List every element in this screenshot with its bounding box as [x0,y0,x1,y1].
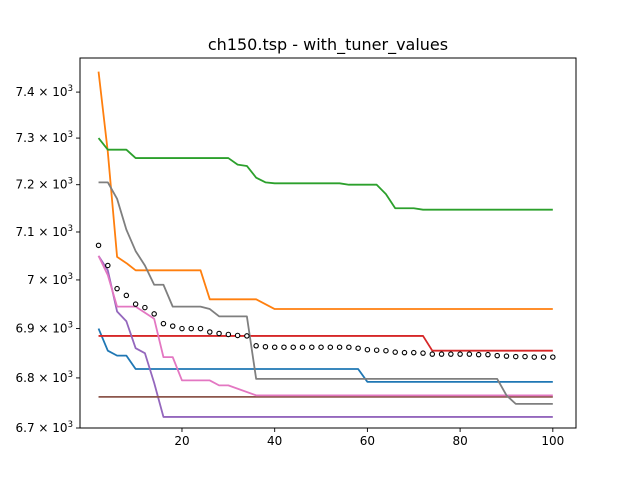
series-9-point-50 [550,354,556,360]
series-9-point-8 [160,320,167,327]
series-9-point-26 [327,344,334,350]
series-9-point-45 [503,353,510,359]
series-4-line [98,335,553,352]
series-9-point-24 [309,344,315,350]
series-9-point-23 [299,344,306,350]
series-9-point-22 [290,344,296,350]
series-9-point-44 [494,352,500,359]
series-9-point-39 [448,351,454,357]
series-9-point-38 [438,351,445,357]
y-tick-label-6: 7.2 × 103 [16,177,73,192]
x-tick-label-5: 100 [541,434,564,448]
series-9-point-1 [95,242,102,249]
plot-area [95,71,556,418]
series-9-point-9 [169,323,176,329]
series-9-point-7 [151,311,157,317]
series-8-line [98,181,553,405]
series-2-line [97,71,553,310]
series-9-point-29 [355,345,361,351]
series-9-point-36 [420,350,426,356]
series-9-point-42 [475,351,482,358]
series-9-point-33 [392,349,398,355]
x-axis: 20 40 60 80 100 [174,428,564,448]
series-9-point-4 [123,292,130,299]
series-9-point-18 [253,343,259,349]
series-9-point-32 [383,347,389,354]
series-9-point-10 [179,325,185,332]
series-7-line [97,255,553,397]
series-9-point-37 [429,351,436,357]
series-9-point-19 [262,343,269,350]
series-9-point-14 [216,330,222,337]
series-9-point-3 [114,285,120,292]
series-9-point-43 [485,351,491,358]
series-9-point-25 [318,344,324,350]
series-3-line [97,137,553,211]
series-9-point-34 [401,349,408,356]
series-9-point-27 [336,344,343,350]
y-tick-label-8: 7.4 × 103 [16,84,73,99]
series-9-point-41 [466,351,473,357]
x-tick-label-1: 20 [174,434,189,448]
chart-title: ch150.tsp - with_tuner_values [208,35,448,55]
series-9-point-12 [197,325,204,332]
series-9-point-49 [540,354,547,360]
series-9-point-15 [225,331,232,338]
series-9-point-30 [364,346,371,353]
series-9-point-46 [512,353,519,360]
axes-frame [79,57,577,429]
series-9-point-47 [522,353,528,360]
y-tick-label-4: 7 × 103 [27,272,73,287]
series-9-point-21 [281,344,287,350]
y-tick-label-2: 6.8 × 103 [16,370,73,385]
series-9-point-48 [531,354,538,360]
series-9-point-31 [373,347,380,353]
series-9-point-17 [244,333,250,339]
x-tick-label-2: 40 [267,434,282,448]
series-9-point-20 [271,344,278,350]
series-9-point-5 [132,301,139,307]
series-9-point-2 [105,262,111,269]
y-tick-label-1: 6.7 × 103 [16,420,73,435]
series-9-point-11 [188,325,195,332]
x-tick-label-3: 60 [360,434,375,448]
series-9-point-6 [142,304,148,311]
series-9-point-28 [346,344,352,350]
x-tick-label-4: 80 [452,434,467,448]
series-9-markers [95,242,556,360]
y-tick-label-5: 7.1 × 103 [16,224,73,239]
series-9-point-40 [457,351,463,357]
series-9-point-13 [207,329,213,335]
y-tick-label-7: 7.3 × 103 [16,130,73,145]
y-tick-label-3: 6.9 × 103 [16,321,73,336]
series-9-point-16 [234,332,241,339]
y-axis: 6.7 × 103 6.8 × 103 6.9 × 103 7 × 103 7.1 × … [16,84,80,435]
series-9-point-35 [411,349,417,356]
series-1-line [97,328,553,383]
